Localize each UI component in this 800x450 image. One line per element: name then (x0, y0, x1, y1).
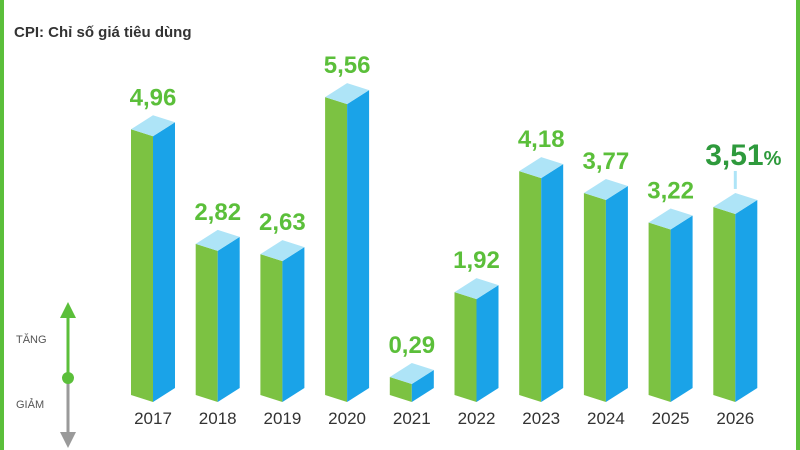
bar-face-left (713, 206, 736, 402)
bar-face-right (217, 236, 240, 402)
bar-face-top (195, 229, 240, 251)
year-label: 2026 (716, 409, 754, 428)
baseline-dot-icon (62, 372, 74, 384)
year-label: 2019 (263, 409, 301, 428)
bar-face-left (583, 193, 606, 402)
legend-up-label: TĂNG (16, 333, 47, 346)
bar-face-left (195, 243, 218, 402)
value-label: 4,18 (518, 126, 565, 153)
bar-face-top (260, 240, 305, 262)
year-label: 2023 (522, 409, 560, 428)
value-label: 5,56 (324, 52, 371, 79)
bars-group (131, 83, 758, 403)
bar-2022 (454, 278, 499, 402)
trend-indicator: TĂNG GIẢM (16, 302, 76, 448)
bar-2021 (389, 363, 434, 402)
value-labels-group: 4,96 2,82 2,63 5,56 0,29 1,92 4,18 3,77 3,22 3,51… (130, 52, 782, 359)
legend-down-label: GIẢM (16, 398, 44, 411)
bar-face-left (131, 129, 153, 403)
bar-face-left (454, 292, 477, 402)
chart-title: CPI: Chỉ số giá tiêu dùng (14, 24, 192, 41)
bar-face-right (153, 122, 175, 403)
bar-face-right (605, 186, 628, 402)
bar-face-right (411, 370, 434, 402)
value-label: 3,22 (647, 178, 694, 205)
value-label: 3,77 (583, 148, 630, 175)
bar-2018 (195, 229, 240, 402)
bar-face-top (325, 83, 370, 105)
bar-face-top (648, 208, 693, 230)
bar-face-top (454, 278, 499, 300)
year-label: 2021 (393, 409, 431, 428)
bar-face-right (476, 285, 499, 402)
bar-face-top (389, 363, 434, 384)
bar-face-right (735, 199, 758, 402)
bar-face-top (519, 157, 564, 179)
bar-face-left (325, 97, 348, 403)
year-label: 2022 (458, 409, 496, 428)
bar-2024 (583, 179, 628, 402)
percent-suffix: % (764, 148, 782, 170)
bar-2019 (260, 240, 305, 402)
year-label: 2024 (587, 409, 625, 428)
up-arrow-icon (60, 302, 76, 318)
year-label: 2018 (199, 409, 237, 428)
bar-face-top (713, 192, 758, 214)
bar-face-left (648, 222, 671, 402)
bar-2020 (325, 83, 370, 403)
value-label: 2,63 (259, 209, 306, 236)
bar-face-right (347, 90, 370, 403)
value-label: 1,92 (453, 247, 500, 274)
year-labels-group: 2017 2018 2019 2020 2021 2022 2023 2024 2025 2026 (134, 409, 754, 428)
value-label: 4,96 (130, 84, 177, 111)
down-arrow-icon (60, 432, 76, 448)
bar-face-left (389, 377, 412, 402)
bar-face-right (282, 247, 305, 402)
bar-face-top (583, 179, 628, 201)
bar-face-top (131, 115, 175, 137)
year-label: 2020 (328, 409, 366, 428)
bar-face-left (519, 171, 542, 402)
value-label: 3,51% (705, 139, 781, 172)
bar-face-right (541, 164, 564, 402)
bar-2025 (648, 208, 693, 402)
bar-face-right (670, 215, 693, 402)
bar-2017 (131, 115, 175, 403)
bar-face-left (260, 254, 283, 402)
bar-2026 (713, 192, 758, 402)
value-label: 2,82 (194, 199, 241, 226)
year-label: 2017 (134, 409, 172, 428)
value-label: 0,29 (388, 332, 435, 359)
bar-2023 (519, 157, 564, 402)
year-label: 2025 (652, 409, 690, 428)
